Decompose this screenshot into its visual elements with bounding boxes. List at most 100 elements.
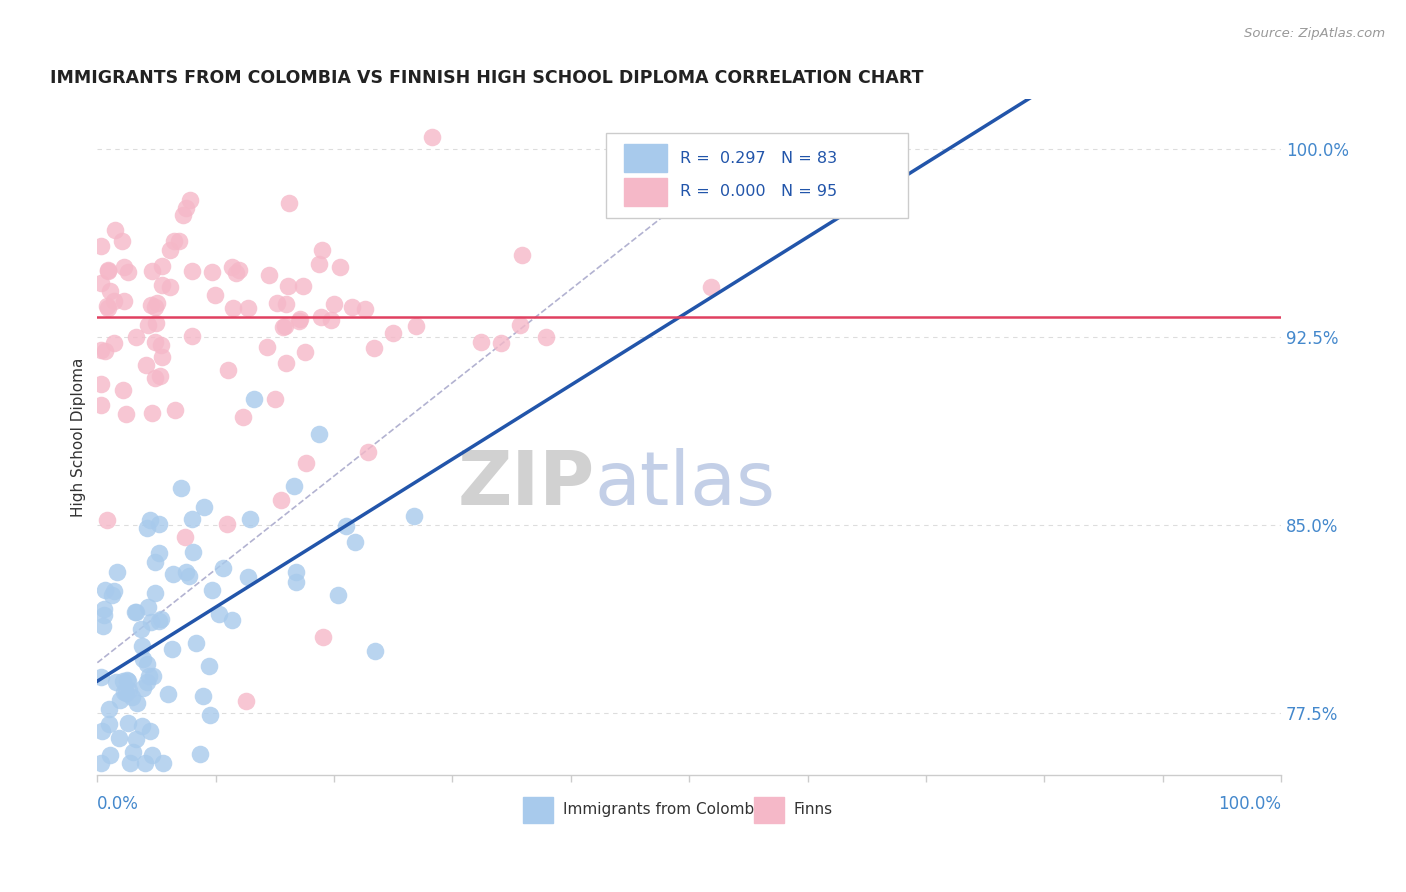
Point xyxy=(239,512,262,526)
Point xyxy=(148,545,170,559)
Point xyxy=(179,194,201,208)
Point xyxy=(221,260,243,274)
Point xyxy=(177,568,200,582)
Point xyxy=(124,605,146,619)
Point xyxy=(329,260,352,274)
Point xyxy=(167,234,190,248)
Point xyxy=(121,690,143,704)
Point xyxy=(170,481,193,495)
Point xyxy=(98,285,121,299)
Text: atlas: atlas xyxy=(595,448,776,521)
Point xyxy=(136,599,159,614)
Point xyxy=(405,318,427,333)
Point xyxy=(98,748,121,763)
Point xyxy=(174,565,197,579)
Point xyxy=(236,569,259,583)
Point xyxy=(131,639,153,653)
Point xyxy=(145,316,167,330)
Point xyxy=(103,294,125,309)
Point xyxy=(228,263,250,277)
Y-axis label: High School Diploma: High School Diploma xyxy=(72,358,86,517)
Point xyxy=(111,383,134,397)
Point xyxy=(117,682,139,697)
Point xyxy=(163,234,186,248)
Point xyxy=(277,278,299,293)
Point xyxy=(323,297,346,311)
Point xyxy=(97,264,120,278)
Point xyxy=(98,717,121,731)
Point xyxy=(141,298,163,312)
Point xyxy=(311,243,333,257)
Point xyxy=(91,619,114,633)
Point xyxy=(509,318,531,332)
Point xyxy=(125,732,148,747)
Point xyxy=(96,513,118,527)
Point xyxy=(198,707,221,722)
Point xyxy=(312,630,335,644)
Point xyxy=(143,586,166,600)
Point xyxy=(150,612,173,626)
Point xyxy=(222,301,245,316)
Text: Source: ZipAtlas.com: Source: ZipAtlas.com xyxy=(1244,27,1385,40)
Point xyxy=(112,293,135,308)
Text: IMMIGRANTS FROM COLOMBIA VS FINNISH HIGH SCHOOL DIPLOMA CORRELATION CHART: IMMIGRANTS FROM COLOMBIA VS FINNISH HIGH… xyxy=(51,69,924,87)
Point xyxy=(211,561,233,575)
Point xyxy=(225,266,247,280)
Point xyxy=(184,635,207,649)
Point xyxy=(135,358,157,372)
Point xyxy=(105,565,128,579)
Text: 0.0%: 0.0% xyxy=(97,796,139,814)
Point xyxy=(90,398,112,412)
Point xyxy=(699,279,721,293)
Point xyxy=(148,517,170,532)
Point xyxy=(335,518,357,533)
Point xyxy=(117,716,139,731)
Point xyxy=(150,351,173,365)
Point xyxy=(221,613,243,627)
Point xyxy=(105,674,128,689)
Point xyxy=(288,314,311,328)
Point xyxy=(283,479,305,493)
Point xyxy=(139,513,162,527)
Point xyxy=(274,319,297,334)
Point xyxy=(356,444,378,458)
Point xyxy=(232,410,254,425)
Point xyxy=(288,311,311,326)
Point xyxy=(201,583,224,598)
Point xyxy=(90,343,112,358)
Point xyxy=(236,301,259,316)
Point xyxy=(363,341,385,355)
Point xyxy=(364,644,387,658)
Point xyxy=(122,745,145,759)
Text: Immigrants from Colombia: Immigrants from Colombia xyxy=(562,803,768,817)
Point xyxy=(319,313,342,327)
Point xyxy=(491,335,513,350)
Point xyxy=(141,406,163,420)
Point xyxy=(285,565,308,579)
Point xyxy=(98,701,121,715)
Point xyxy=(143,371,166,385)
Point xyxy=(470,335,492,350)
Point xyxy=(146,296,169,310)
FancyBboxPatch shape xyxy=(754,797,783,822)
Point xyxy=(111,234,134,248)
Point xyxy=(188,747,211,761)
Point xyxy=(159,279,181,293)
Point xyxy=(159,244,181,258)
Point xyxy=(150,337,173,351)
Point xyxy=(124,605,146,619)
Point xyxy=(150,278,173,293)
Point xyxy=(207,607,229,621)
Point xyxy=(174,201,197,215)
Point xyxy=(174,530,197,544)
Point xyxy=(204,288,226,302)
Point xyxy=(198,659,221,673)
Point xyxy=(90,724,112,739)
Point xyxy=(382,326,405,340)
Text: R =  0.297   N = 83: R = 0.297 N = 83 xyxy=(679,151,837,166)
Point xyxy=(143,334,166,349)
Point xyxy=(125,330,148,344)
Point xyxy=(295,456,318,470)
Point xyxy=(136,318,159,332)
Point xyxy=(94,344,117,359)
